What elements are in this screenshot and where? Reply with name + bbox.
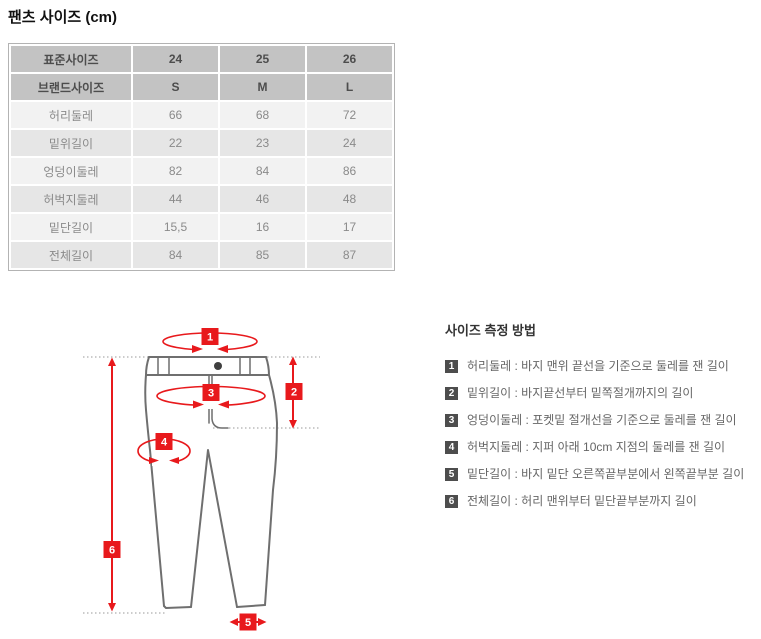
cell: 15,5 bbox=[133, 214, 218, 240]
cell: 44 bbox=[133, 186, 218, 212]
cell: 48 bbox=[307, 186, 392, 212]
row-label: 표준사이즈 bbox=[11, 46, 131, 72]
row-label: 허벅지둘레 bbox=[11, 186, 131, 212]
table-row-hip: 엉덩이둘레 82 84 86 bbox=[11, 158, 392, 184]
arrowhead bbox=[169, 457, 179, 464]
cell: 17 bbox=[307, 214, 392, 240]
page-title: 팬츠 사이즈 (cm) bbox=[8, 9, 118, 26]
svg-text:1: 1 bbox=[207, 332, 213, 344]
cell: 66 bbox=[133, 102, 218, 128]
arrowhead bbox=[192, 345, 203, 353]
cell: 16 bbox=[220, 214, 305, 240]
table-row-waist: 허리둘레 66 68 72 bbox=[11, 102, 392, 128]
table-row-brand-size: 브랜드사이즈 S M L bbox=[11, 74, 392, 100]
svg-text:2: 2 bbox=[291, 387, 297, 399]
legend-item-hip: 3 엉덩이둘레 : 포켓밑 절개선을 기준으로 둘레를 잰 길이 bbox=[445, 413, 757, 427]
diagram-badge-2: 2 bbox=[285, 383, 303, 400]
table-row-thigh: 허벅지둘레 44 46 48 bbox=[11, 186, 392, 212]
row-label: 허리둘레 bbox=[11, 102, 131, 128]
cell: 46 bbox=[220, 186, 305, 212]
cell: 23 bbox=[220, 130, 305, 156]
cell: L bbox=[307, 74, 392, 100]
cell: 68 bbox=[220, 102, 305, 128]
legend-number-badge: 2 bbox=[445, 386, 458, 400]
row-label: 전체길이 bbox=[11, 242, 131, 268]
legend-item-text: 허리둘레 : 바지 맨위 끝선을 기준으로 둘레를 잰 길이 bbox=[467, 359, 729, 373]
legend-item-thigh: 4 허벅지둘레 : 지퍼 아래 10cm 지점의 둘레를 잰 길이 bbox=[445, 440, 757, 454]
belt-loops bbox=[157, 357, 251, 375]
diagram-badge-1: 1 bbox=[201, 328, 219, 345]
legend-number-badge: 1 bbox=[445, 359, 458, 373]
cell: 25 bbox=[220, 46, 305, 72]
legend-title: 사이즈 측정 방법 bbox=[445, 323, 536, 338]
cell: 84 bbox=[220, 158, 305, 184]
measure-marks: 1 2 3 4 5 bbox=[103, 328, 303, 631]
legend-item-text: 허벅지둘레 : 지퍼 아래 10cm 지점의 둘레를 잰 길이 bbox=[467, 440, 726, 454]
arrowhead bbox=[108, 603, 116, 612]
legend-number-badge: 5 bbox=[445, 467, 458, 481]
arrowhead bbox=[108, 357, 116, 366]
arrowhead bbox=[193, 400, 204, 409]
cell: M bbox=[220, 74, 305, 100]
diagram-badge-6: 6 bbox=[103, 541, 121, 558]
cell: 24 bbox=[133, 46, 218, 72]
cell: 84 bbox=[133, 242, 218, 268]
table-row-total-length: 전체길이 84 85 87 bbox=[11, 242, 392, 268]
arrowhead bbox=[229, 618, 238, 626]
table-row-standard-size: 표준사이즈 24 25 26 bbox=[11, 46, 392, 72]
arrowhead bbox=[289, 420, 297, 429]
cell: 85 bbox=[220, 242, 305, 268]
arrowhead bbox=[258, 618, 267, 626]
cell: 87 bbox=[307, 242, 392, 268]
table-row-rise: 밑위길이 22 23 24 bbox=[11, 130, 392, 156]
row-label: 브랜드사이즈 bbox=[11, 74, 131, 100]
svg-text:6: 6 bbox=[109, 545, 115, 557]
legend-number-badge: 6 bbox=[445, 494, 458, 508]
cell: 86 bbox=[307, 158, 392, 184]
diagram-badge-3: 3 bbox=[202, 384, 220, 401]
legend-item-text: 전체길이 : 허리 맨위부터 밑단끝부분까지 길이 bbox=[467, 494, 697, 508]
diagram-badge-5: 5 bbox=[239, 613, 257, 631]
legend-item-text: 밑위길이 : 바지끝선부터 밑쪽절개까지의 길이 bbox=[467, 386, 694, 400]
legend-item-text: 밑단길이 : 바지 밑단 오른쪽끝부분에서 왼쪽끝부분 길이 bbox=[467, 467, 745, 481]
arrowhead bbox=[289, 356, 297, 365]
arrowhead bbox=[149, 457, 159, 464]
legend-item-hem: 5 밑단길이 : 바지 밑단 오른쪽끝부분에서 왼쪽끝부분 길이 bbox=[445, 467, 757, 481]
table-row-hem: 밑단길이 15,5 16 17 bbox=[11, 214, 392, 240]
waist-button bbox=[214, 362, 222, 370]
svg-text:5: 5 bbox=[245, 617, 251, 629]
legend-item-total-length: 6 전체길이 : 허리 맨위부터 밑단끝부분까지 길이 bbox=[445, 494, 757, 508]
row-label: 엉덩이둘레 bbox=[11, 158, 131, 184]
diagram-badge-4: 4 bbox=[155, 433, 173, 450]
cell: 22 bbox=[133, 130, 218, 156]
cell: 26 bbox=[307, 46, 392, 72]
legend-number-badge: 4 bbox=[445, 440, 458, 454]
svg-text:3: 3 bbox=[208, 388, 214, 400]
legend-item-waist: 1 허리둘레 : 바지 맨위 끝선을 기준으로 둘레를 잰 길이 bbox=[445, 359, 757, 373]
cell: 82 bbox=[133, 158, 218, 184]
legend-item-text: 엉덩이둘레 : 포켓밑 절개선을 기준으로 둘레를 잰 길이 bbox=[467, 413, 737, 427]
svg-text:4: 4 bbox=[161, 437, 168, 449]
legend-item-rise: 2 밑위길이 : 바지끝선부터 밑쪽절개까지의 길이 bbox=[445, 386, 757, 400]
size-table: 표준사이즈 24 25 26 브랜드사이즈 S M L 허리둘레 66 68 7… bbox=[8, 43, 395, 271]
cell: 72 bbox=[307, 102, 392, 128]
cell: 24 bbox=[307, 130, 392, 156]
row-label: 밑위길이 bbox=[11, 130, 131, 156]
measurement-legend: 사이즈 측정 방법 1 허리둘레 : 바지 맨위 끝선을 기준으로 둘레를 잰 … bbox=[445, 318, 757, 521]
row-label: 밑단길이 bbox=[11, 214, 131, 240]
arrowhead bbox=[217, 345, 228, 353]
pants-measurement-diagram: 1 2 3 4 5 bbox=[83, 328, 320, 631]
cell: S bbox=[133, 74, 218, 100]
arrowhead bbox=[218, 400, 229, 409]
legend-number-badge: 3 bbox=[445, 413, 458, 427]
